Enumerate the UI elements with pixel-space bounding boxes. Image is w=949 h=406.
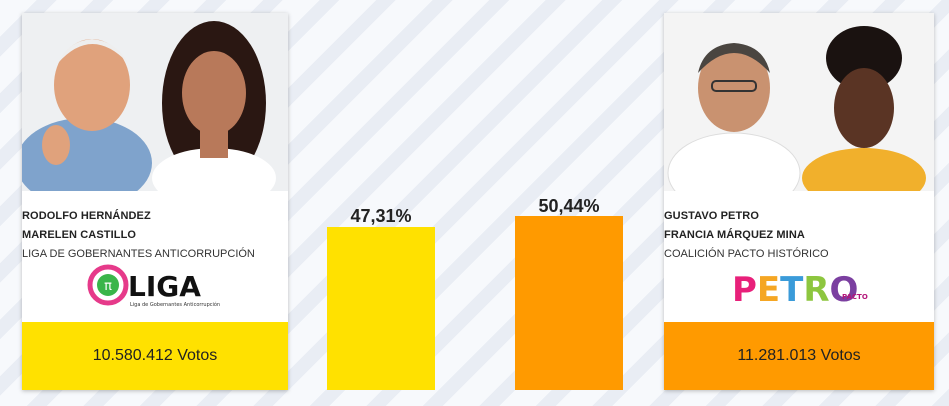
votes-count-hernandez: 10.580.412 Votos xyxy=(22,322,288,390)
percent-label-petro: 50,44% xyxy=(538,196,600,216)
vice-president-name: MARELEN CASTILLO xyxy=(22,229,137,241)
president-name: GUSTAVO PETRO xyxy=(664,210,760,222)
svg-text:LIGA: LIGA xyxy=(128,270,201,303)
candidate-photo-petro xyxy=(664,13,934,191)
svg-text:Liga de Gobernantes Anticorrup: Liga de Gobernantes Anticorrupción xyxy=(130,301,220,308)
svg-text:π: π xyxy=(104,279,112,294)
candidate-photo-hernandez xyxy=(22,13,288,191)
votes-count-petro: 11.281.013 Votos xyxy=(664,322,934,390)
party-name: LIGA DE GOBERNANTES ANTICORRUPCIÓN xyxy=(22,248,255,260)
candidate-info-hernandez: RODOLFO HERNÁNDEZ MARELEN CASTILLO LIGA … xyxy=(22,207,255,264)
candidate-card-hernandez: RODOLFO HERNÁNDEZ MARELEN CASTILLO LIGA … xyxy=(22,13,288,390)
svg-text:PACTO: PACTO xyxy=(842,293,868,301)
party-name: COALICIÓN PACTO HISTÓRICO xyxy=(664,248,829,260)
percent-bar-petro xyxy=(515,216,623,390)
vice-president-name: FRANCIA MÁRQUEZ MINA xyxy=(664,229,805,241)
percent-label-hernandez: 47,31% xyxy=(350,206,412,226)
candidate-card-petro: GUSTAVO PETRO FRANCIA MÁRQUEZ MINA COALI… xyxy=(664,13,934,390)
president-name: RODOLFO HERNÁNDEZ xyxy=(22,210,151,222)
candidate-info-petro: GUSTAVO PETRO FRANCIA MÁRQUEZ MINA COALI… xyxy=(664,207,829,264)
svg-text:PETRO: PETRO xyxy=(732,270,858,310)
percent-bar-hernandez xyxy=(327,226,435,390)
liga-logo: π LIGA Liga de Gobernantes Anticorrupció… xyxy=(87,264,220,308)
petro-logo: PETRO PACTO xyxy=(732,270,868,310)
